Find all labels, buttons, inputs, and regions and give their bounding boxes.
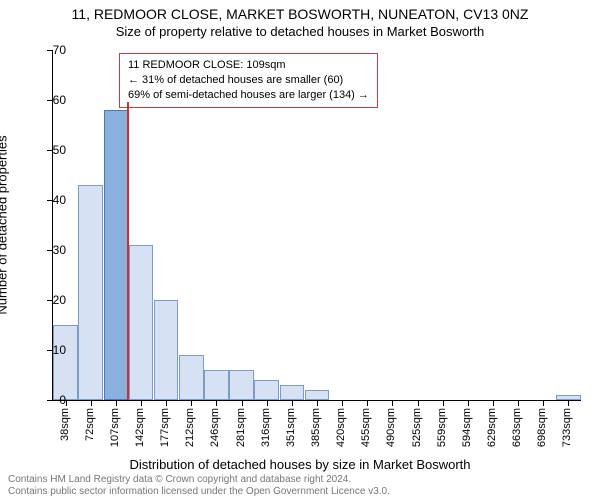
x-tick <box>443 400 444 406</box>
x-tick <box>292 400 293 406</box>
x-tick-label: 212sqm <box>184 408 196 447</box>
x-axis-title: Distribution of detached houses by size … <box>0 457 600 472</box>
chart-title-line1: 11, REDMOOR CLOSE, MARKET BOSWORTH, NUNE… <box>0 6 600 22</box>
x-tick <box>267 400 268 406</box>
histogram-bar <box>305 390 330 400</box>
y-tick-label: 30 <box>26 243 66 257</box>
histogram-bar <box>179 355 204 400</box>
x-tick-label: 385sqm <box>310 408 322 447</box>
x-tick-label: 246sqm <box>209 408 221 447</box>
footer-line2: Contains public sector information licen… <box>8 486 390 498</box>
x-tick-label: 72sqm <box>84 408 96 441</box>
y-tick-label: 50 <box>26 143 66 157</box>
y-tick-label: 70 <box>26 43 66 57</box>
x-tick <box>468 400 469 406</box>
x-tick <box>568 400 569 406</box>
x-tick <box>392 400 393 406</box>
histogram-bar <box>280 385 305 400</box>
x-tick-label: 316sqm <box>260 408 272 447</box>
x-tick <box>116 400 117 406</box>
x-tick <box>518 400 519 406</box>
x-tick-label: 594sqm <box>461 408 473 447</box>
annotation-line3: 69% of semi-detached houses are larger (… <box>128 88 369 103</box>
histogram-bar <box>229 370 254 400</box>
y-tick-label: 20 <box>26 293 66 307</box>
x-tick <box>91 400 92 406</box>
x-tick <box>166 400 167 406</box>
x-tick <box>367 400 368 406</box>
histogram-bar <box>78 185 103 400</box>
y-tick-label: 40 <box>26 193 66 207</box>
histogram-bar-highlight <box>104 110 129 400</box>
y-tick-label: 0 <box>26 393 66 407</box>
annotation-line1: 11 REDMOOR CLOSE: 109sqm <box>128 58 369 73</box>
x-tick-label: 420sqm <box>335 408 347 447</box>
x-tick-label: 629sqm <box>486 408 498 447</box>
histogram-bar <box>204 370 229 400</box>
x-tick-label: 525sqm <box>411 408 423 447</box>
plot-area: 11 REDMOOR CLOSE: 109sqm ← 31% of detach… <box>52 50 581 401</box>
annotation-box: 11 REDMOOR CLOSE: 109sqm ← 31% of detach… <box>119 53 378 108</box>
chart-title-line2: Size of property relative to detached ho… <box>0 24 600 39</box>
histogram-bar <box>53 325 78 400</box>
x-tick <box>141 400 142 406</box>
x-tick-label: 142sqm <box>134 408 146 447</box>
footer-attribution: Contains HM Land Registry data © Crown c… <box>8 474 390 498</box>
x-tick-label: 38sqm <box>59 408 71 441</box>
x-tick-label: 455sqm <box>360 408 372 447</box>
x-tick <box>342 400 343 406</box>
chart-container: 11, REDMOOR CLOSE, MARKET BOSWORTH, NUNE… <box>0 0 600 500</box>
y-tick-label: 60 <box>26 93 66 107</box>
x-tick-label: 733sqm <box>561 408 573 447</box>
x-tick-label: 490sqm <box>385 408 397 447</box>
x-tick-label: 351sqm <box>285 408 297 447</box>
footer-line1: Contains HM Land Registry data © Crown c… <box>8 474 390 486</box>
x-tick <box>543 400 544 406</box>
x-tick-label: 698sqm <box>536 408 548 447</box>
annotation-line2: ← 31% of detached houses are smaller (60… <box>128 73 369 88</box>
x-tick <box>191 400 192 406</box>
x-tick <box>493 400 494 406</box>
x-tick-label: 559sqm <box>436 408 448 447</box>
histogram-bar <box>154 300 179 400</box>
y-axis-title: Number of detached properties <box>0 135 10 314</box>
x-tick-label: 107sqm <box>109 408 121 447</box>
histogram-bar <box>129 245 154 400</box>
x-tick <box>242 400 243 406</box>
y-tick-label: 10 <box>26 343 66 357</box>
x-tick-label: 663sqm <box>511 408 523 447</box>
x-tick-label: 281sqm <box>235 408 247 447</box>
x-tick-label: 177sqm <box>159 408 171 447</box>
histogram-bar <box>254 380 279 400</box>
reference-line <box>127 102 129 400</box>
x-tick <box>418 400 419 406</box>
x-tick <box>317 400 318 406</box>
x-tick <box>216 400 217 406</box>
